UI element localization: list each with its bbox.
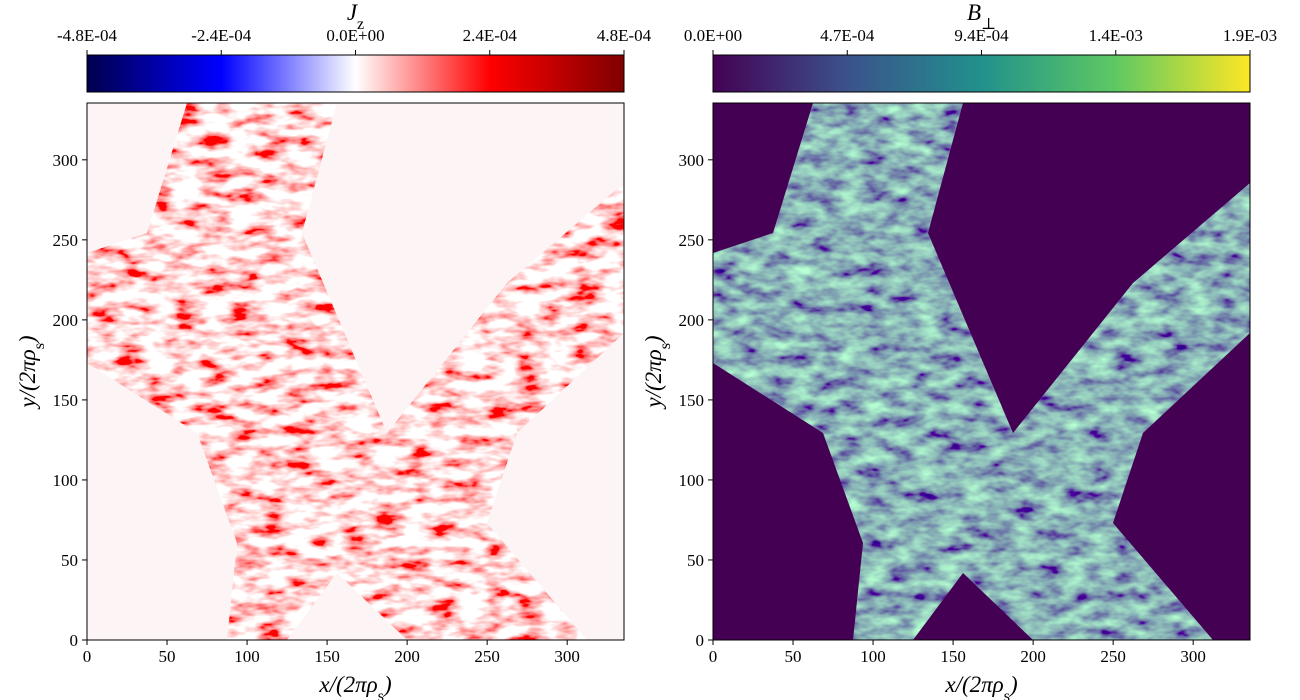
x-axis-label: x/(2πρs) [318,672,391,700]
y-tick-label: 300 [679,151,705,170]
colorbar-label-part: B [967,0,981,25]
heatmap-image [87,103,624,640]
y-tick-label: 0 [696,631,705,650]
colorbar [712,54,1251,93]
y-tick-label: 50 [61,551,78,570]
y-tick-label: 250 [53,231,79,250]
x-tick-label: 50 [159,647,176,666]
x-tick-label: 200 [394,647,420,666]
y-axis-label-part: y/(2πρ [641,349,666,409]
x-tick-label: 300 [554,647,580,666]
x-axis-label-part: s [378,688,384,700]
y-axis-label-part: ) [641,335,666,345]
colorbar-tick-label: -4.8E-04 [57,26,117,45]
y-tick-label: 200 [53,311,79,330]
x-tick-label: 100 [234,647,260,666]
x-axis-label-part: x/(2πρ [318,672,377,697]
x-axis-label-part: ) [382,672,392,697]
x-tick-label: 300 [1180,647,1206,666]
y-axis-label-part: y/(2πρ [15,349,40,409]
x-tick-label: 100 [860,647,886,666]
y-axis-label: y/(2πρs) [641,335,674,409]
y-tick-label: 250 [679,231,705,250]
y-tick-label: 300 [53,151,79,170]
plot-frame [712,102,1251,641]
y-axis-label-part: ) [15,335,40,345]
colorbar-tick-label: 9.4E-04 [954,26,1009,45]
plot-frame [86,102,625,641]
x-axis-label-part: x/(2πρ [944,672,1003,697]
colorbar [86,54,625,93]
colorbar-tick-label: 4.8E-04 [597,26,652,45]
y-tick-label: 100 [679,471,705,490]
colorbar-tick-label: 0.0E+00 [326,26,384,45]
x-tick-label: 250 [1100,647,1126,666]
colorbar-tick-label: 4.7E-04 [820,26,875,45]
colorbar-label-part: ⊥ [981,16,996,33]
colorbar-tick-label: 2.4E-04 [463,26,518,45]
y-axis-label-part: s [657,343,674,349]
x-axis-label-part: s [1004,688,1010,700]
x-tick-label: 200 [1020,647,1046,666]
colorbar-label: B⊥ [967,0,996,33]
colorbar-label-part: z [357,16,364,33]
y-tick-label: 0 [70,631,79,650]
x-tick-label: 50 [785,647,802,666]
y-tick-label: 50 [687,551,704,570]
colorbar-tick-label: 0.0E+00 [684,26,742,45]
x-axis-label-part: ) [1008,672,1018,697]
y-tick-label: 150 [53,391,79,410]
colorbar-tick-label: -2.4E-04 [191,26,251,45]
x-tick-label: 250 [474,647,500,666]
x-axis-label: x/(2πρs) [944,672,1017,700]
colorbar-tick-label: 1.9E-03 [1223,26,1277,45]
x-tick-label: 150 [314,647,340,666]
y-tick-label: 200 [679,311,705,330]
heatmap-image [713,103,1250,640]
x-tick-label: 0 [709,647,718,666]
y-tick-label: 150 [679,391,705,410]
y-axis-label-part: s [31,343,48,349]
y-tick-label: 100 [53,471,79,490]
colorbar-tick-label: 1.4E-03 [1089,26,1143,45]
colorbar-label-part: J [347,0,359,25]
x-tick-label: 150 [940,647,966,666]
x-tick-label: 0 [83,647,92,666]
y-axis-label: y/(2πρs) [15,335,48,409]
colorbar-label: Jz [347,0,364,33]
